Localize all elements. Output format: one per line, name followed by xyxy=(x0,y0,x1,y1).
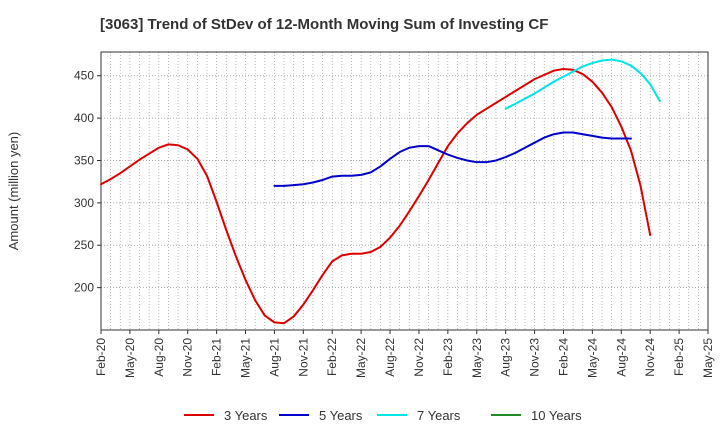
legend-label: 10 Years xyxy=(531,408,582,423)
plot-area xyxy=(101,52,708,330)
x-tick-label: Aug-22 xyxy=(383,338,397,377)
x-tick-label: Nov-20 xyxy=(181,338,195,377)
x-tick-label: Aug-24 xyxy=(614,338,628,377)
x-tick-label: May-21 xyxy=(239,338,253,378)
x-tick-label: Nov-21 xyxy=(296,338,310,377)
series-line-5-years xyxy=(273,131,632,187)
x-tick-label: May-23 xyxy=(470,338,484,378)
y-axis-label: Amount (million yen) xyxy=(6,132,21,251)
x-tick-label: Nov-22 xyxy=(412,338,426,377)
y-tick-label: 300 xyxy=(74,196,94,210)
series xyxy=(100,58,661,325)
x-tick-label: May-20 xyxy=(123,338,137,378)
x-tick-label: Feb-20 xyxy=(94,338,108,376)
x-tick-label: Feb-21 xyxy=(210,338,224,376)
y-tick-label: 400 xyxy=(74,111,94,125)
y-tick-label: 200 xyxy=(74,281,94,295)
y-tick-label: 250 xyxy=(74,238,94,252)
y-tick-label: 450 xyxy=(74,69,94,83)
legend-label: 7 Years xyxy=(417,408,461,423)
legend: 3 Years 5 Years 7 Years 10 Years xyxy=(184,408,582,423)
x-tick-label: Feb-23 xyxy=(441,338,455,376)
chart-title: [3063] Trend of StDev of 12-Month Moving… xyxy=(100,16,548,33)
x-tick-label: Nov-24 xyxy=(643,338,657,377)
x-tick-label: May-25 xyxy=(701,338,715,378)
axes: 200 250 300 350 400 450 Feb-20 May-20 Aug-20 Nov-… xyxy=(74,51,715,378)
x-tick-label: May-24 xyxy=(585,338,599,378)
legend-label: 3 Years xyxy=(224,408,268,423)
x-tick-label: Aug-20 xyxy=(152,338,166,377)
series-line-7-years xyxy=(504,58,661,110)
x-tick-label: Aug-23 xyxy=(499,338,513,377)
series-line-3-years xyxy=(100,67,652,325)
y-tick-label: 350 xyxy=(74,153,94,167)
plot-frame xyxy=(100,51,709,331)
x-tick-label: Feb-24 xyxy=(556,338,570,376)
grid xyxy=(101,52,708,330)
x-tick-label: May-22 xyxy=(354,338,368,378)
x-tick-label: Feb-22 xyxy=(325,338,339,376)
legend-label: 5 Years xyxy=(319,408,363,423)
x-tick-label: Nov-23 xyxy=(528,338,542,377)
x-tick-label: Aug-21 xyxy=(267,338,281,377)
x-tick-label: Feb-25 xyxy=(672,338,686,376)
